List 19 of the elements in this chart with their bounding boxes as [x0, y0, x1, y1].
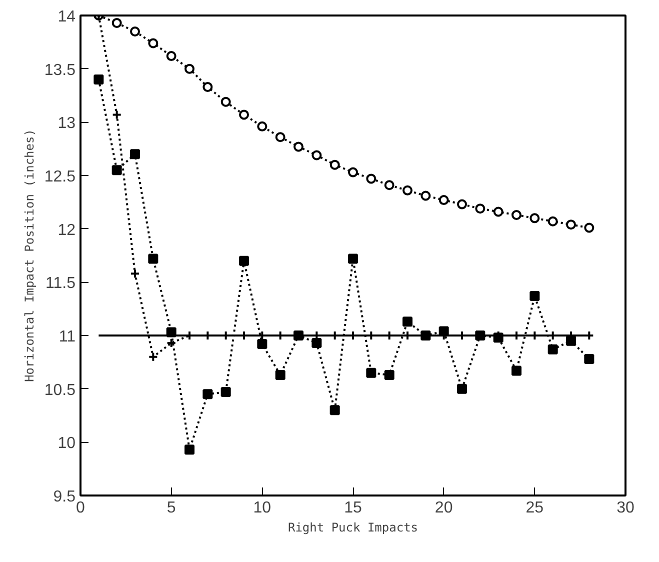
- y-tick-label: 13.5: [44, 62, 76, 79]
- y-tick-label: 12: [58, 222, 76, 239]
- y-tick-label: 10: [58, 435, 76, 452]
- x-tick-label: 10: [253, 500, 272, 516]
- y-tick-label: 11: [58, 328, 76, 346]
- x-tick-label: 25: [526, 500, 544, 516]
- x-tick-label: 5: [166, 500, 176, 516]
- y-tick-label: 9.5: [53, 488, 76, 506]
- x-tick-label: 0: [76, 500, 86, 516]
- y-tick-label: 10.5: [44, 382, 76, 399]
- y-tick-label: 11.5: [46, 275, 76, 292]
- x-axis-title: Right Puck Impacts: [288, 520, 418, 534]
- x-tick-label: 15: [344, 500, 362, 516]
- x-tick-label: 20: [434, 500, 453, 516]
- y-axis-title: Horizontal Impact Position (inches): [22, 129, 36, 382]
- y-tick-label: 14: [58, 8, 76, 26]
- x-tick-label: 30: [616, 500, 634, 516]
- y-tick-label: 13: [58, 115, 76, 132]
- y-tick-label: 12.5: [44, 168, 76, 186]
